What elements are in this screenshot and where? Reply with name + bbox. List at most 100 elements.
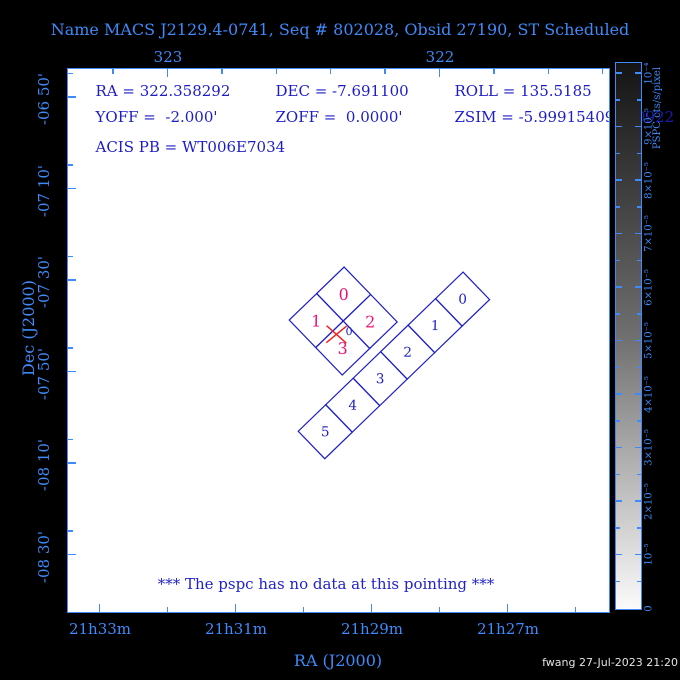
y-tick-label: -08 10' (35, 438, 53, 492)
x-tick-label: 21h27m (476, 620, 540, 638)
colorbar-minor-tick (615, 580, 620, 582)
x-top-minor-tick (112, 69, 114, 74)
zoff-value: ZOFF = 0.0000' (275, 108, 403, 126)
colorbar-minor-tick (636, 99, 641, 101)
y-major-tick (68, 279, 76, 281)
colorbar-minor-tick (636, 313, 641, 315)
y-tick-label: -06 50' (35, 72, 53, 126)
y-minor-tick (68, 347, 73, 349)
x-top-minor-tick (547, 69, 550, 74)
colorbar-major-tick (615, 553, 622, 556)
plot-canvas[interactable]: RA = 322.358292 DEC = -7.691100 ROLL = 1… (67, 68, 610, 613)
x-minor-tick (166, 607, 169, 612)
y-tick-label: -07 30' (35, 255, 53, 309)
y-minor-tick (68, 530, 73, 532)
colorbar (614, 62, 642, 610)
y-tick-label: -07 50' (35, 347, 53, 400)
acis-i-chip-label: 2 (365, 312, 376, 331)
x-tick-label: 21h33m (68, 620, 132, 638)
y-minor-tick (68, 438, 73, 440)
ra-value: RA = 322.358292 (95, 82, 231, 100)
y-major-tick (68, 187, 76, 190)
zsim-overflow-text: 0922 (636, 108, 675, 126)
colorbar-major-tick (615, 125, 622, 128)
colorbar-minor-tick (615, 99, 620, 101)
colorbar-minor-tick (636, 366, 641, 368)
aimpoint-cross-icon (325, 325, 348, 344)
acis-pb-value: ACIS PB = WT006E7034 (95, 138, 286, 156)
x-top-minor-tick (384, 69, 386, 74)
x-top-tick-label: 322 (425, 48, 455, 66)
colorbar-major-tick (615, 339, 622, 342)
colorbar-major-tick (615, 179, 622, 181)
observation-title: Name MACS J2129.4-0741, Seq # 802028, Ob… (50, 20, 630, 39)
y-major-tick (68, 462, 76, 464)
dec-value: DEC = -7.691100 (275, 82, 409, 100)
x-major-tick (234, 604, 237, 612)
x-top-tick-label: 323 (153, 48, 183, 66)
colorbar-minor-tick (636, 580, 641, 582)
x-top-minor-tick (221, 69, 223, 74)
roll-value: ROLL = 135.5185 (454, 82, 592, 100)
acis-s-chip-label: 5 (321, 424, 330, 440)
y-minor-tick (68, 164, 73, 166)
colorbar-minor-tick (615, 152, 620, 154)
acis-s-chip-label: 0 (458, 292, 467, 308)
colorbar-minor-tick (636, 206, 641, 208)
colorbar-tick-label: 10⁻⁴ (643, 62, 654, 85)
x-minor-tick (574, 607, 577, 612)
colorbar-major-tick (634, 232, 641, 235)
x-top-minor-tick (329, 69, 332, 74)
colorbar-major-tick (634, 179, 641, 181)
acis-i-chip-label: 1 (311, 311, 322, 330)
colorbar-major-tick (615, 286, 622, 288)
acis-i-chip-label: 0 (338, 285, 349, 304)
x-axis-title: RA (J2000) (293, 651, 383, 670)
colorbar-major-tick (634, 500, 641, 502)
x-tick-label: 21h29m (340, 620, 404, 638)
colorbar-minor-tick (636, 152, 641, 154)
zsim-value: ZSIM = -5.99915409 (454, 108, 610, 126)
x-top-minor-tick (275, 69, 278, 74)
colorbar-major-tick (634, 339, 641, 342)
acis-s-chip-label: 2 (403, 345, 412, 361)
acis-s-chip-label: 4 (348, 398, 357, 414)
x-major-tick (506, 604, 509, 612)
colorbar-major-tick (634, 446, 641, 449)
yoff-value: YOFF = -2.000' (95, 108, 218, 126)
colorbar-minor-tick (636, 527, 641, 529)
colorbar-major-tick (634, 125, 641, 128)
colorbar-major-tick (634, 286, 641, 288)
acis-i-chip-label: 3 (337, 339, 348, 358)
y-tick-label: -07 10' (35, 164, 53, 217)
colorbar-major-tick (634, 553, 641, 556)
colorbar-major-tick (615, 232, 622, 235)
colorbar-minor-tick (615, 473, 620, 475)
colorbar-major-tick (634, 393, 641, 395)
colorbar-minor-tick (615, 527, 620, 529)
x-minor-tick (302, 607, 305, 612)
acis-s-chip-label: 1 (431, 318, 440, 334)
y-axis-title: Dec (J2000) (19, 280, 38, 376)
colorbar-major-tick (634, 72, 641, 74)
y-tick-label: -08 30' (35, 530, 53, 583)
y-major-tick (68, 553, 76, 556)
pspc-warning-message: *** The pspc has no data at this pointin… (157, 575, 495, 593)
x-top-major-tick (438, 69, 441, 77)
x-tick-label: 21h31m (204, 620, 268, 638)
y-minor-tick (68, 72, 73, 74)
y-minor-tick (68, 255, 73, 257)
colorbar-minor-tick (636, 473, 641, 475)
colorbar-major-tick (615, 500, 622, 502)
acis-s-chip-label: 3 (376, 371, 385, 387)
x-top-minor-tick (493, 69, 495, 74)
colorbar-major-tick (615, 446, 622, 449)
colorbar-minor-tick (615, 420, 620, 422)
chip-outline (297, 403, 354, 460)
colorbar-minor-tick (615, 313, 620, 315)
colorbar-minor-tick (615, 259, 620, 261)
chip-outline (314, 320, 371, 376)
y-major-tick (68, 96, 76, 98)
